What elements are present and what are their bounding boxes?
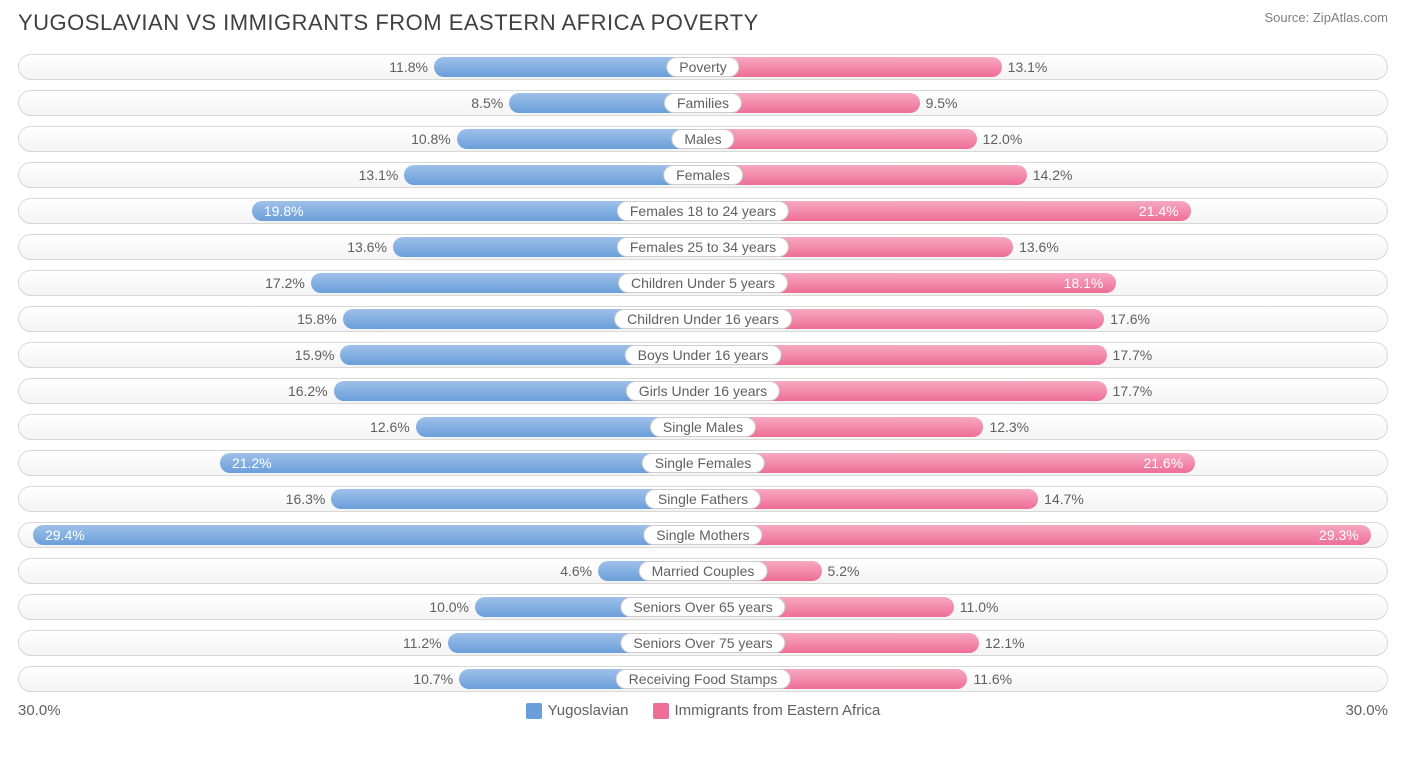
bar-right <box>703 525 1371 545</box>
value-right: 9.5% <box>926 95 958 111</box>
legend-label-left: Yugoslavian <box>548 702 629 719</box>
category-label: Poverty <box>666 57 739 77</box>
legend-swatch-left <box>526 703 542 719</box>
chart-row: 13.1% 14.2% Females <box>18 162 1388 188</box>
value-left: 16.3% <box>286 491 326 507</box>
chart-row: 4.6% 5.2% Married Couples <box>18 558 1388 584</box>
chart-row: 29.4% 29.3% Single Mothers <box>18 522 1388 548</box>
chart-row: 12.6% 12.3% Single Males <box>18 414 1388 440</box>
category-label: Married Couples <box>639 561 768 581</box>
chart-row: 11.2% 12.1% Seniors Over 75 years <box>18 630 1388 656</box>
value-right: 21.4% <box>1139 203 1179 219</box>
value-right: 13.6% <box>1019 239 1059 255</box>
value-left: 13.6% <box>347 239 387 255</box>
category-label: Females 25 to 34 years <box>617 237 789 257</box>
bar-left <box>33 525 703 545</box>
value-right: 14.2% <box>1033 167 1073 183</box>
chart-row: 10.0% 11.0% Seniors Over 65 years <box>18 594 1388 620</box>
chart-title: YUGOSLAVIAN VS IMMIGRANTS FROM EASTERN A… <box>18 10 759 36</box>
value-left: 10.0% <box>429 599 469 615</box>
category-label: Seniors Over 65 years <box>620 597 785 617</box>
value-right: 13.1% <box>1008 59 1048 75</box>
value-right: 29.3% <box>1319 527 1359 543</box>
value-left: 17.2% <box>265 275 305 291</box>
category-label: Families <box>664 93 742 113</box>
category-label: Single Males <box>650 417 756 437</box>
source-label: Source: ZipAtlas.com <box>1264 10 1388 25</box>
value-left: 11.2% <box>403 635 442 651</box>
category-label: Children Under 5 years <box>618 273 788 293</box>
chart-row: 21.2% 21.6% Single Females <box>18 450 1388 476</box>
value-left: 8.5% <box>471 95 503 111</box>
chart-row: 13.6% 13.6% Females 25 to 34 years <box>18 234 1388 260</box>
legend-swatch-right <box>653 703 669 719</box>
category-label: Females <box>663 165 743 185</box>
chart-footer: 30.0% Yugoslavian Immigrants from Easter… <box>18 702 1388 719</box>
category-label: Males <box>671 129 734 149</box>
category-label: Children Under 16 years <box>614 309 792 329</box>
category-label: Girls Under 16 years <box>626 381 780 401</box>
value-right: 12.3% <box>989 419 1029 435</box>
value-left: 10.8% <box>411 131 451 147</box>
value-right: 14.7% <box>1044 491 1084 507</box>
axis-max-left: 30.0% <box>18 702 61 719</box>
value-left: 29.4% <box>45 527 85 543</box>
value-left: 12.6% <box>370 419 410 435</box>
category-label: Seniors Over 75 years <box>620 633 785 653</box>
category-label: Females 18 to 24 years <box>617 201 789 221</box>
bar-left <box>457 129 703 149</box>
chart-row: 15.8% 17.6% Children Under 16 years <box>18 306 1388 332</box>
value-right: 12.1% <box>985 635 1025 651</box>
category-label: Receiving Food Stamps <box>616 669 791 689</box>
value-left: 13.1% <box>359 167 399 183</box>
value-left: 4.6% <box>560 563 592 579</box>
value-left: 16.2% <box>288 383 328 399</box>
chart-row: 17.2% 18.1% Children Under 5 years <box>18 270 1388 296</box>
header: YUGOSLAVIAN VS IMMIGRANTS FROM EASTERN A… <box>18 10 1388 36</box>
category-label: Boys Under 16 years <box>625 345 782 365</box>
axis-max-right: 30.0% <box>1345 702 1388 719</box>
bar-left <box>434 57 703 77</box>
chart-row: 16.2% 17.7% Girls Under 16 years <box>18 378 1388 404</box>
value-left: 19.8% <box>264 203 304 219</box>
value-right: 12.0% <box>983 131 1023 147</box>
bar-right <box>703 165 1027 185</box>
diverging-bar-chart: 11.8% 13.1% Poverty 8.5% 9.5% Families 10.8% 12… <box>18 54 1388 692</box>
value-right: 17.7% <box>1113 383 1153 399</box>
bar-left <box>220 453 703 473</box>
chart-row: 15.9% 17.7% Boys Under 16 years <box>18 342 1388 368</box>
chart-row: 11.8% 13.1% Poverty <box>18 54 1388 80</box>
chart-row: 16.3% 14.7% Single Fathers <box>18 486 1388 512</box>
category-label: Single Females <box>642 453 765 473</box>
legend-item-right: Immigrants from Eastern Africa <box>653 702 881 719</box>
chart-row: 10.7% 11.6% Receiving Food Stamps <box>18 666 1388 692</box>
value-right: 17.6% <box>1110 311 1150 327</box>
value-left: 21.2% <box>232 455 272 471</box>
value-right: 5.2% <box>828 563 860 579</box>
value-left: 15.8% <box>297 311 337 327</box>
legend: Yugoslavian Immigrants from Eastern Afri… <box>526 702 881 719</box>
value-right: 11.6% <box>973 671 1012 687</box>
bar-right <box>703 453 1195 473</box>
bar-left <box>404 165 703 185</box>
value-left: 11.8% <box>389 59 428 75</box>
legend-item-left: Yugoslavian <box>526 702 629 719</box>
value-right: 11.0% <box>960 599 999 615</box>
bar-right <box>703 129 977 149</box>
value-right: 18.1% <box>1064 275 1104 291</box>
bar-right <box>703 57 1002 77</box>
chart-row: 10.8% 12.0% Males <box>18 126 1388 152</box>
chart-row: 8.5% 9.5% Families <box>18 90 1388 116</box>
value-right: 21.6% <box>1143 455 1183 471</box>
value-left: 15.9% <box>295 347 335 363</box>
legend-label-right: Immigrants from Eastern Africa <box>675 702 881 719</box>
category-label: Single Mothers <box>643 525 762 545</box>
chart-row: 19.8% 21.4% Females 18 to 24 years <box>18 198 1388 224</box>
value-left: 10.7% <box>413 671 453 687</box>
value-right: 17.7% <box>1113 347 1153 363</box>
category-label: Single Fathers <box>645 489 761 509</box>
